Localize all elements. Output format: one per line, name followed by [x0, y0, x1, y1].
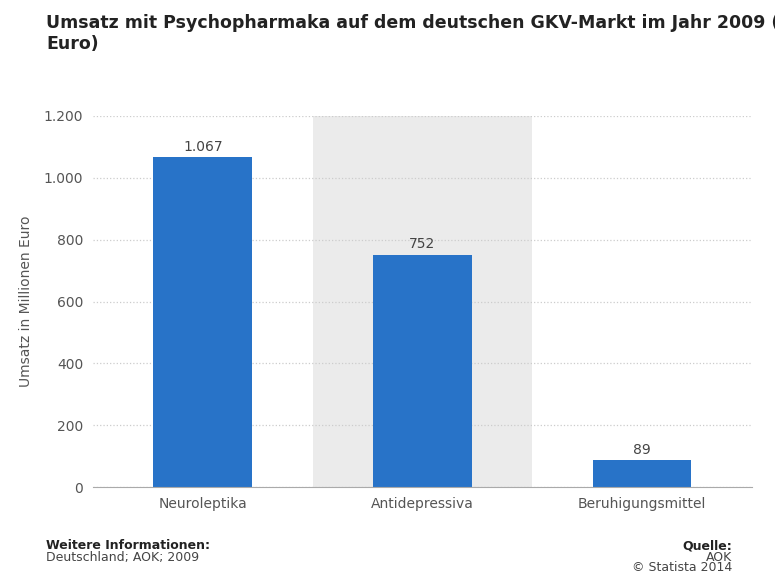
Bar [593, 460, 691, 487]
Text: Quelle:: Quelle: [683, 539, 732, 552]
Text: 752: 752 [409, 237, 436, 252]
Bar [312, 116, 532, 487]
Text: © Statista 2014: © Statista 2014 [632, 561, 732, 574]
Text: Weitere Informationen:: Weitere Informationen: [46, 539, 211, 552]
Y-axis label: Umsatz in Millionen Euro: Umsatz in Millionen Euro [19, 216, 33, 387]
Text: 1.067: 1.067 [183, 140, 222, 154]
Text: Deutschland; AOK; 2009: Deutschland; AOK; 2009 [46, 551, 200, 564]
Text: AOK: AOK [706, 551, 732, 564]
Bar [153, 157, 252, 487]
Bar [373, 255, 472, 487]
Text: Umsatz mit Psychopharmaka auf dem deutschen GKV-Markt im Jahr 2009 (in Millionen: Umsatz mit Psychopharmaka auf dem deutsc… [46, 14, 775, 53]
Text: 89: 89 [633, 443, 651, 456]
